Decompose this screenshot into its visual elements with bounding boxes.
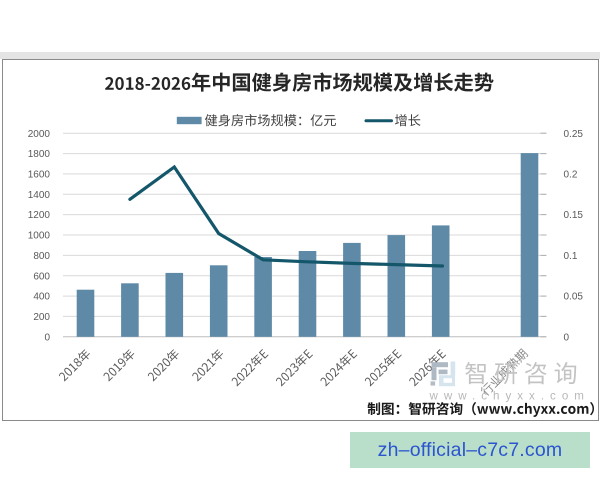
svg-text:400: 400 [33,292,50,303]
svg-text:1600: 1600 [28,170,51,181]
svg-text:1000: 1000 [28,231,51,242]
svg-text:200: 200 [33,312,50,323]
svg-text:0: 0 [44,332,50,343]
svg-text:800: 800 [33,251,50,262]
svg-text:0.2: 0.2 [564,170,578,181]
svg-text:2000: 2000 [28,129,51,140]
svg-text:0.1: 0.1 [564,251,578,262]
svg-text:1800: 1800 [28,149,51,160]
svg-text:1200: 1200 [28,210,51,221]
svg-text:0.15: 0.15 [564,210,584,221]
svg-text:0.05: 0.05 [564,292,584,303]
svg-text:0.25: 0.25 [564,129,584,140]
svg-text:www.chyxx.com: www.chyxx.com [429,390,590,403]
svg-text:600: 600 [33,271,50,282]
svg-text:0: 0 [564,332,570,343]
svg-text:1400: 1400 [28,190,51,201]
